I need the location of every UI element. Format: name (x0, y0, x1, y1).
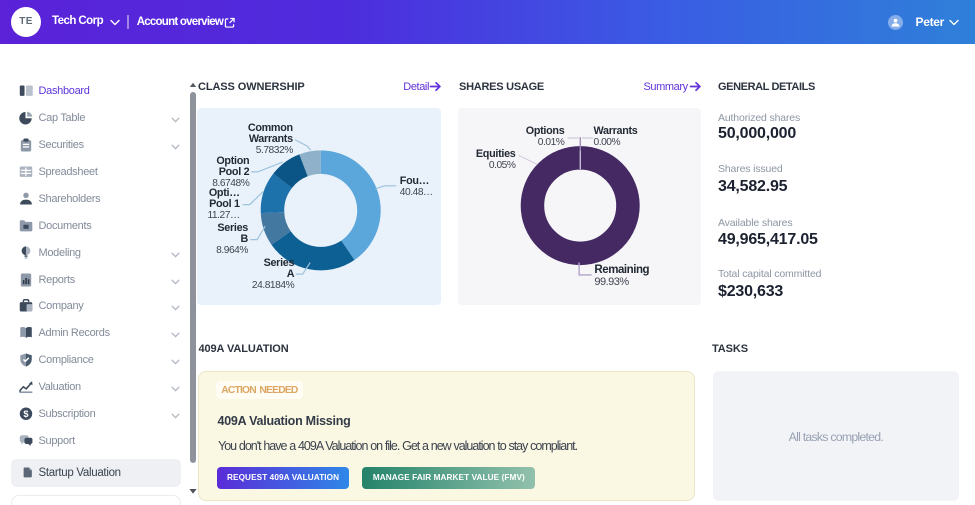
svg-text:$: $ (23, 409, 29, 419)
